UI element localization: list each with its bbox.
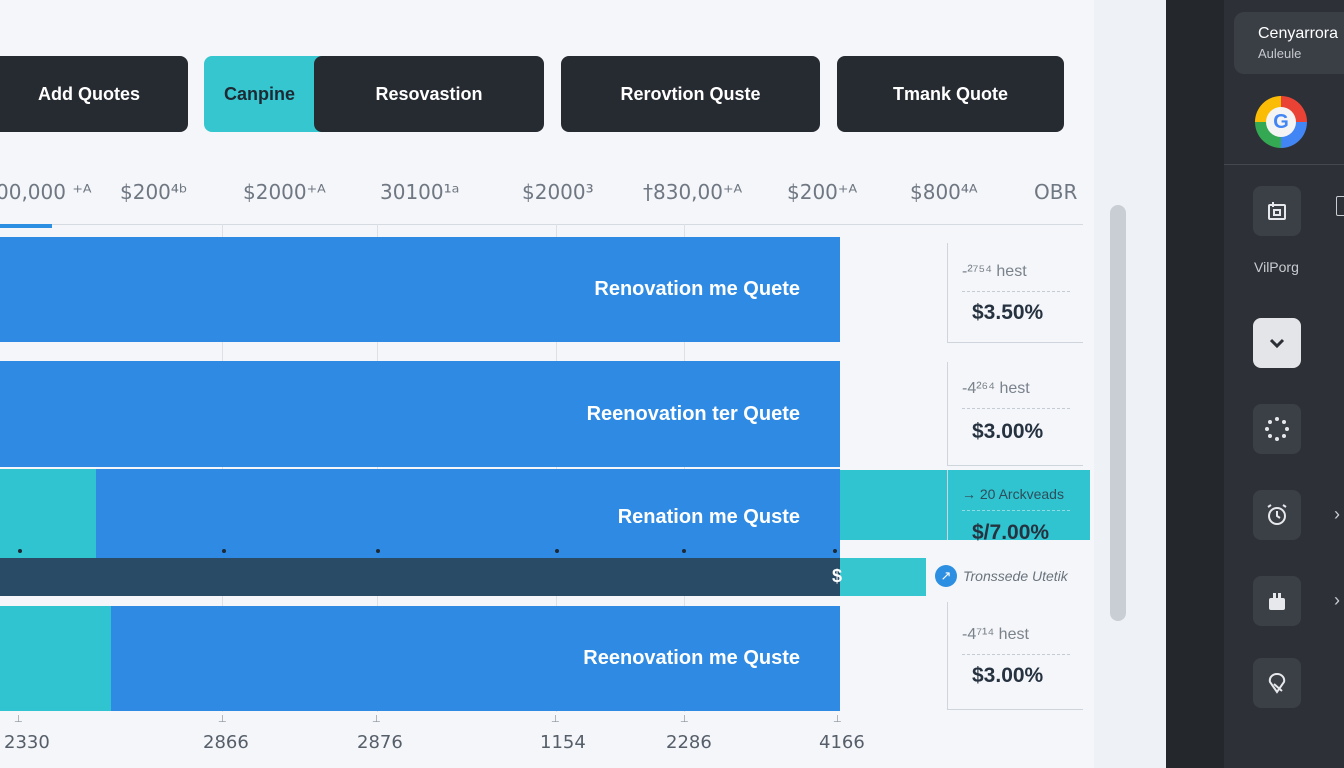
alarm-icon [1267,504,1287,525]
info-card: -4²⁶⁴ hest $3.00% [947,362,1083,466]
axis-tick: ⊥ [833,714,842,725]
axis-label: 2330 [4,732,50,753]
quote-row-label: Renovation me Quete [594,278,800,300]
marker-dot [833,549,837,553]
card-value: $3.50% [972,301,1044,324]
grid-line [377,224,378,712]
marker-dot [18,549,22,553]
dollar-marker: $ [832,566,843,586]
location-button[interactable] [1253,658,1301,708]
quote-row-bar[interactable]: Renovation me Quete [0,237,840,342]
header-value: $200⁴ᵇ [120,180,188,204]
axis-label: 2866 [203,732,249,753]
calendar-button[interactable] [1253,186,1301,236]
location-icon [1268,672,1286,694]
scrollbar-thumb[interactable] [1110,205,1126,621]
quote-row-bar[interactable]: Reenovation me Quste [0,606,840,711]
axis-tick: ⊥ [680,714,689,725]
axis-label: 4166 [819,732,865,753]
side-divider [1224,164,1344,165]
account-card[interactable]: Cenyarrora Auleule [1234,12,1344,74]
account-subtitle: Auleule [1258,46,1302,61]
progress-strip [0,558,840,596]
card-label: -4²⁶⁴ hest [962,380,1030,397]
card-divider [962,654,1070,655]
card-value: $/7.00% [972,521,1050,544]
add-quotes-button[interactable]: Add Quotes [0,56,188,132]
card-value: $3.00% [972,420,1044,443]
axis-tick: ⊥ [218,714,227,725]
axis-label: 2876 [357,732,403,753]
card-value: $3.00% [972,664,1044,687]
grid-line [556,224,557,712]
side-extra-icon [1336,196,1344,216]
header-divider [0,224,1083,225]
axis-tick: ⊥ [551,714,560,725]
header-accent [0,224,52,228]
header-value: $2000⁺ᴬ [243,180,326,204]
header-value: †830,00⁺ᴬ [643,180,743,204]
add-quotes-label: Add Quotes [38,83,140,104]
card-divider [962,510,1070,511]
alarm-button[interactable] [1253,490,1301,540]
header-value: OBR [1034,180,1078,204]
card-label: -²⁷⁵⁴ hest [962,263,1027,280]
tmank-quote-button[interactable]: Tmank Quote [837,56,1064,132]
renovation-quote-label: Rerovtion Quste [620,83,761,104]
arrow-icon: ↗ [935,565,957,587]
grid-line [684,224,685,712]
google-logo-icon[interactable]: G [1255,96,1307,148]
info-card: -4⁷¹⁴ hest $3.00% [947,602,1083,710]
header-value: 30100¹ᵃ [380,180,460,204]
gift-icon [1269,593,1285,610]
quote-row-label: Renation me Quste [617,506,800,528]
scrollbar-track[interactable] [1094,0,1166,768]
marker-dot [376,549,380,553]
header-value: $2000³ [522,180,594,204]
loading-button[interactable] [1253,404,1301,454]
quote-row-bar[interactable]: Reenovation ter Quete [0,361,840,467]
grid-line [222,224,223,712]
axis-tick: ⊥ [14,714,23,725]
marker-dot [222,549,226,553]
resovastion-label: Resovastion [375,83,483,104]
axis-label: 1154 [540,732,586,753]
card-divider [962,408,1070,409]
axis-tick: ⊥ [372,714,381,725]
info-card: → 20 Arckveads $/7.00% [947,470,1083,544]
resovastion-button[interactable]: Resovastion [314,56,544,132]
tmank-quote-label: Tmank Quote [892,83,1008,104]
chevron-down-icon [1269,338,1285,349]
quote-row-segment [0,469,96,558]
card-label: → 20 Arckveads [962,486,1064,502]
card-divider [962,291,1070,292]
info-card: -²⁷⁵⁴ hest $3.50% [947,243,1083,343]
card-label: -4⁷¹⁴ hest [962,626,1029,643]
loading-icon [1265,417,1289,441]
chevron-right-icon[interactable]: › [1334,590,1340,610]
quote-row-label: Reenovation ter Quete [586,402,800,425]
axis-label: 2286 [666,732,712,753]
expand-button[interactable] [1253,318,1301,368]
quote-row-segment [0,606,111,711]
chevron-right-icon[interactable]: › [1334,504,1340,524]
quote-row-label: Reenovation me Quste [583,647,800,669]
header-value: $200⁺ᴬ [787,180,858,204]
canpine-label: Canpine [224,83,296,104]
marker-dot [555,549,559,553]
account-name: Cenyarrora [1258,25,1339,42]
status-row: ↗ Tronssede Utetik [935,565,1068,587]
status-text: Tronssede Utetik [963,568,1068,584]
header-value: $800⁴ᴬ [910,180,978,204]
marker-dot [682,549,686,553]
renovation-quote-button[interactable]: Rerovtion Quste [561,56,820,132]
header-value: 00,000 ⁺ᴬ [0,180,92,204]
side-section-label: VilPorg [1254,259,1299,275]
quote-row-bar[interactable]: Renation me Quste [0,469,840,558]
highlight-extension [840,470,1090,540]
calendar-icon [1268,202,1286,220]
progress-strip-end [840,558,926,596]
gift-button[interactable] [1253,576,1301,626]
